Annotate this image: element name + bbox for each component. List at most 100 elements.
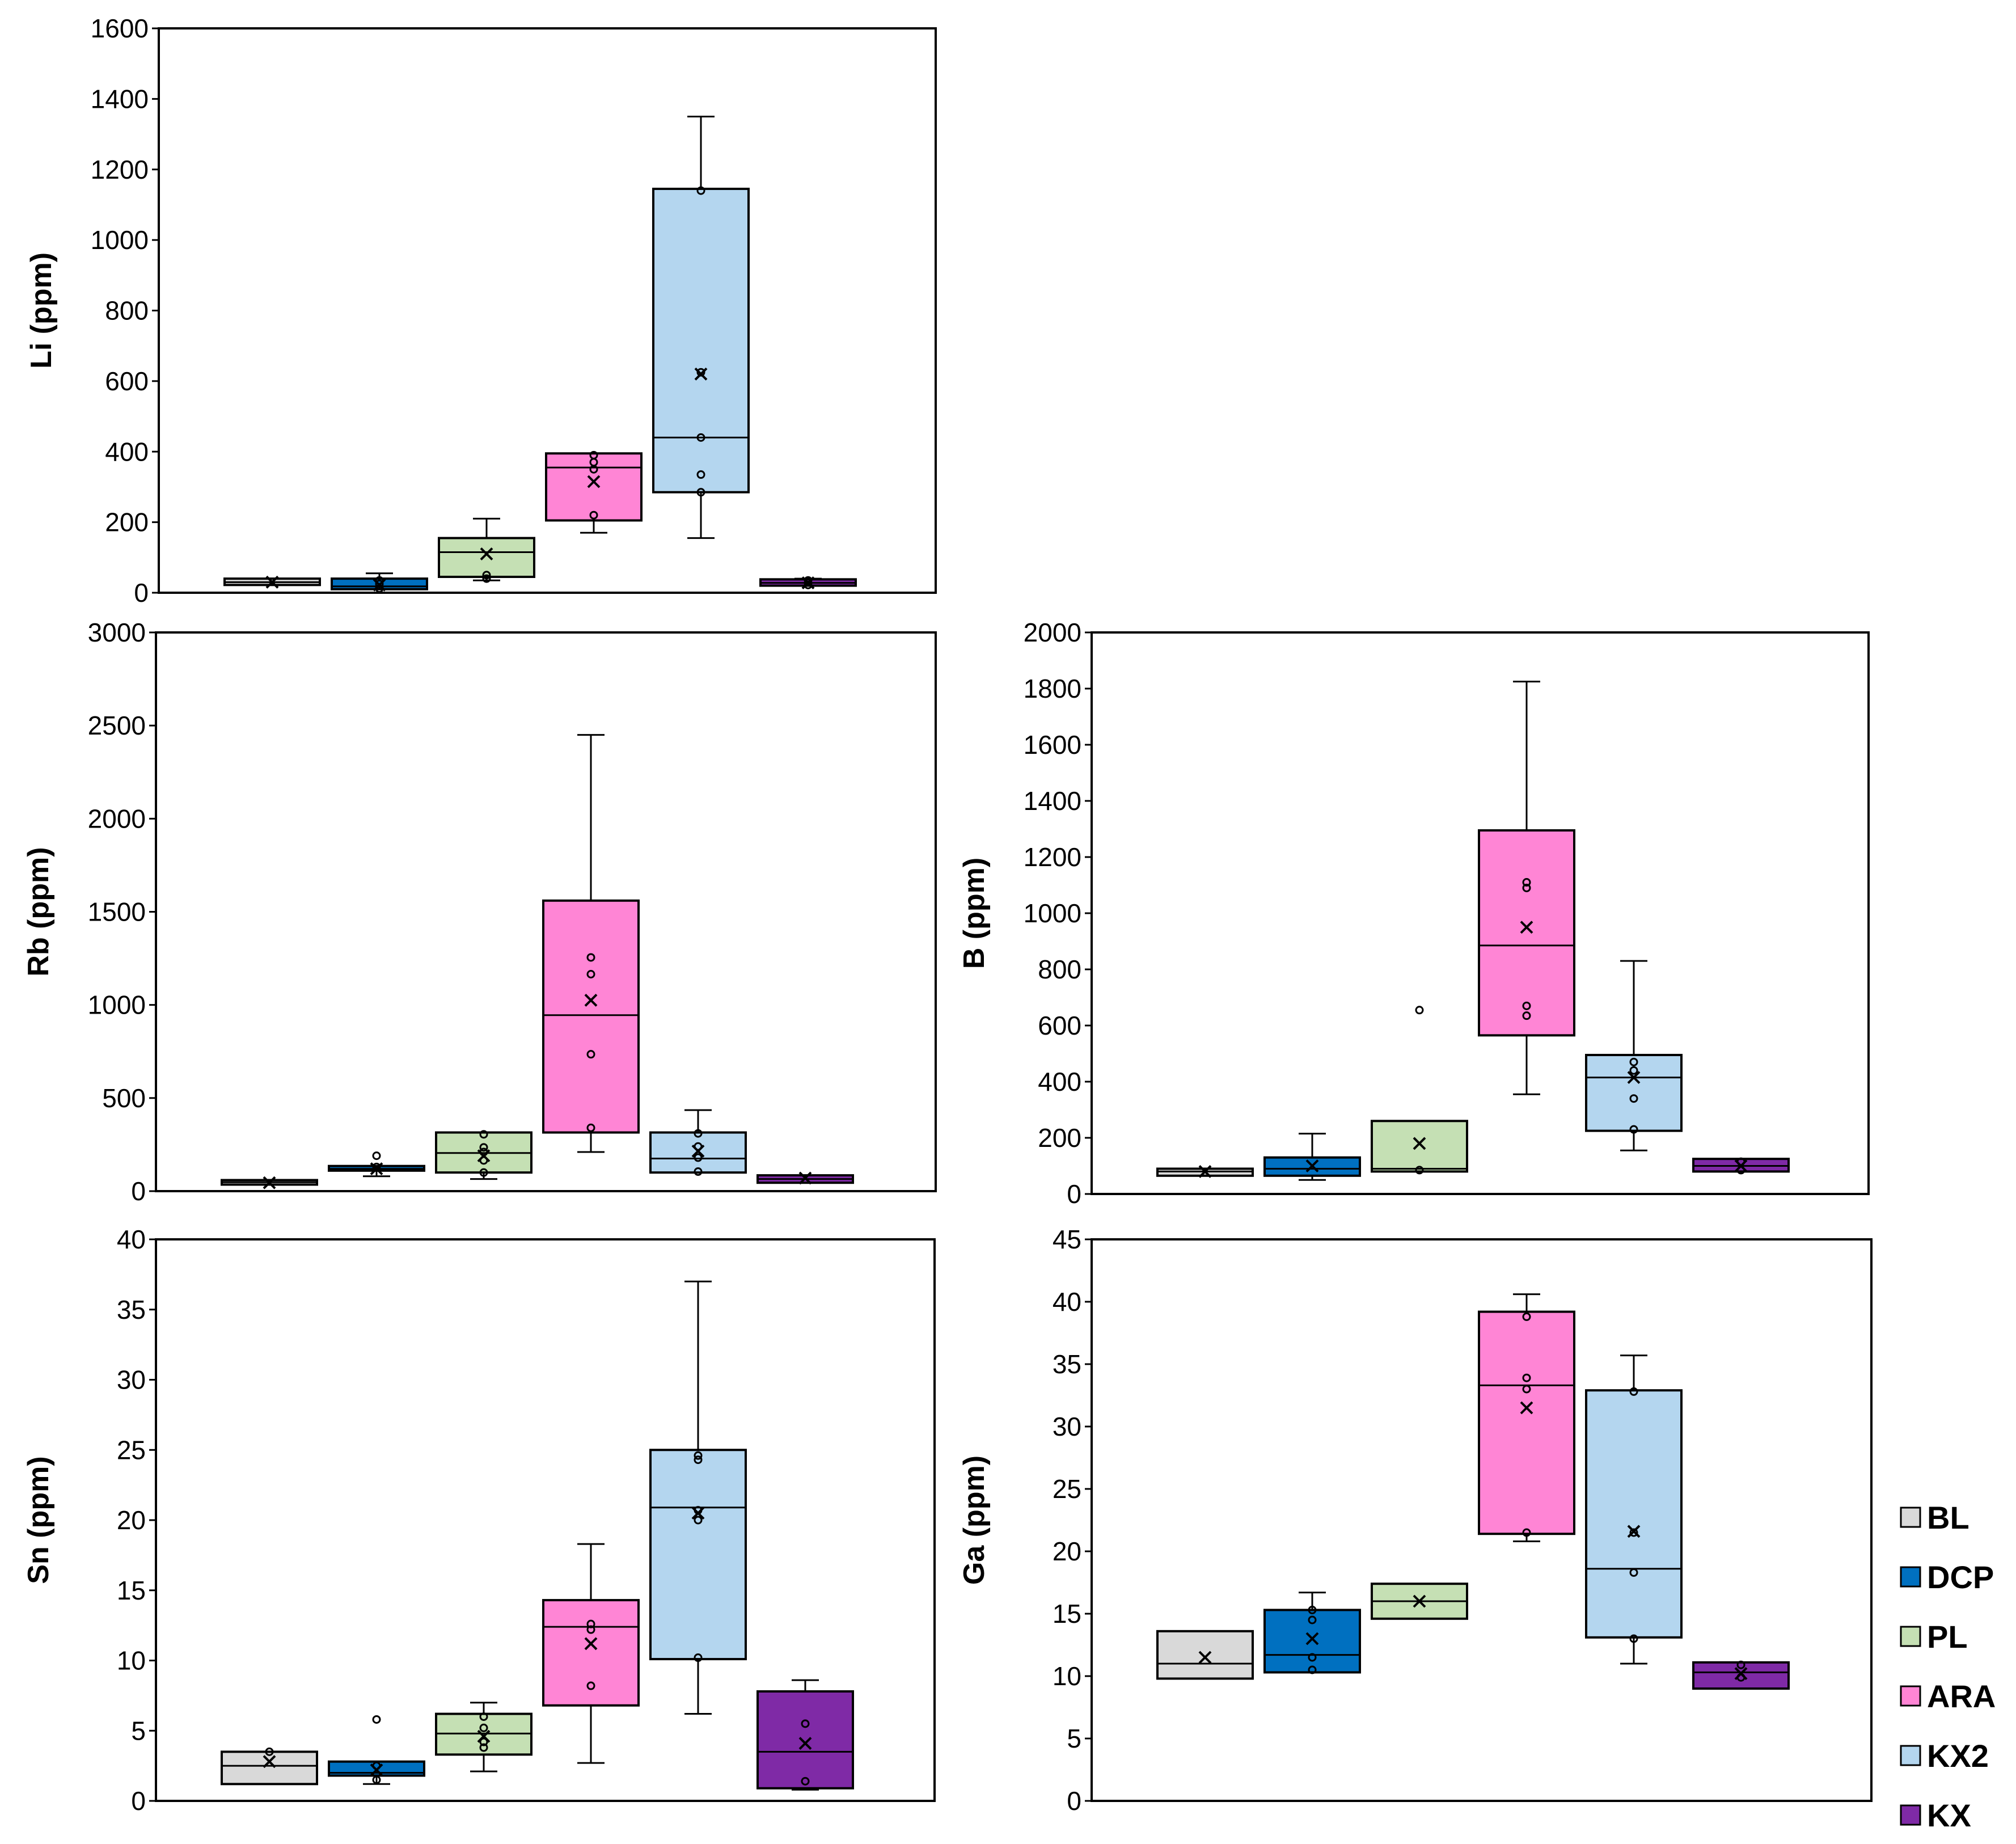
mean-marker	[1734, 1159, 1748, 1172]
data-point	[694, 1451, 703, 1460]
mean-marker	[694, 368, 708, 381]
data-point	[1629, 1528, 1638, 1537]
y-tick-label: 2000	[88, 804, 146, 833]
data-point	[589, 450, 598, 459]
mean-marker	[1413, 1137, 1426, 1150]
box-kx	[759, 576, 857, 590]
data-point	[586, 1123, 595, 1132]
mean-marker	[1627, 1525, 1641, 1538]
data-point	[696, 488, 705, 497]
data-point	[1522, 878, 1531, 887]
data-point	[1308, 1605, 1317, 1614]
data-point	[479, 1737, 488, 1746]
data-point	[479, 1712, 488, 1721]
data-point	[586, 1619, 595, 1628]
mean-marker	[691, 1507, 705, 1520]
data-point	[586, 953, 595, 962]
legend-label-bl: BL	[1927, 1500, 1969, 1535]
y-tick-label: 200	[105, 508, 149, 537]
plot-frame	[1091, 1238, 1873, 1802]
box-kx2	[1585, 960, 1683, 1151]
y-tick-label: 45	[1053, 1225, 1081, 1254]
data-point	[1522, 1312, 1531, 1321]
y-tick-label: 400	[1038, 1067, 1081, 1096]
mean-marker	[801, 576, 815, 590]
y-tick-label: 0	[1067, 1786, 1081, 1816]
mean-marker	[1520, 1401, 1533, 1415]
legend-label-kx2: KX2	[1927, 1738, 1989, 1774]
y-tick-label: 35	[117, 1295, 146, 1324]
y-tick-label: 400	[105, 437, 149, 466]
data-point	[1629, 1634, 1638, 1643]
data-point	[479, 1723, 488, 1732]
box-dcp	[328, 1151, 425, 1178]
box-bl	[221, 1747, 318, 1786]
data-point	[694, 1167, 703, 1176]
mean-marker	[691, 1144, 705, 1158]
data-point	[586, 1681, 595, 1690]
box-ara	[545, 450, 643, 534]
mean-marker	[1305, 1632, 1319, 1645]
box-iqr	[542, 899, 640, 1134]
box-dcp	[1263, 1592, 1361, 1674]
data-point	[1629, 1568, 1638, 1577]
data-point	[372, 1715, 381, 1724]
legend: BL DCP PL ARA KX2 KX	[1900, 1500, 1996, 1833]
box-pl	[435, 1702, 532, 1773]
mean-marker	[265, 575, 279, 589]
data-point	[1522, 883, 1531, 892]
y-tick-label: 0	[131, 1786, 146, 1816]
box-kx2	[652, 115, 750, 539]
mean-marker	[263, 1176, 276, 1189]
box-bl	[221, 1176, 318, 1189]
box-iqr	[649, 1449, 747, 1661]
y-tick-label: 1600	[91, 14, 149, 43]
y-tick-label: 35	[1053, 1349, 1081, 1379]
box-pl	[438, 517, 535, 583]
y-tick-label: 30	[117, 1365, 146, 1395]
data-point	[1629, 1125, 1638, 1134]
y-tick-label: 30	[1053, 1412, 1081, 1441]
data-point	[1522, 1001, 1531, 1010]
y-tick-label: 0	[134, 578, 149, 607]
y-axis-label: B (ppm)	[958, 858, 991, 969]
box-iqr	[1585, 1389, 1683, 1639]
data-point	[1308, 1615, 1317, 1624]
data-point	[1522, 1373, 1531, 1382]
y-tick-label: 1500	[88, 897, 146, 927]
y-tick-label: 5	[1067, 1724, 1081, 1753]
data-point	[1629, 1066, 1638, 1075]
box-iqr	[1371, 1120, 1468, 1173]
box-iqr	[1478, 1310, 1575, 1535]
y-tick-label: 2500	[88, 711, 146, 740]
mean-marker	[584, 1637, 598, 1651]
y-axis-label: Ga (ppm)	[958, 1455, 991, 1585]
y-tick-label: 20	[1053, 1537, 1081, 1566]
box-iqr	[221, 1750, 318, 1786]
box-pl	[435, 1130, 532, 1180]
y-tick-label: 3000	[88, 618, 146, 647]
data-point	[1629, 1387, 1638, 1396]
y-tick-label: 600	[105, 366, 149, 396]
data-point	[696, 433, 705, 442]
mean-marker	[373, 578, 386, 592]
mean-marker	[798, 1171, 812, 1185]
legend-label-dcp: DCP	[1927, 1559, 1994, 1595]
box-kx	[756, 1171, 854, 1185]
legend-swatch-kx	[1900, 1804, 1921, 1826]
box-dcp	[331, 572, 428, 593]
data-point	[372, 1151, 381, 1161]
mean-marker	[1198, 1651, 1212, 1664]
data-point	[479, 1168, 488, 1177]
y-tick-label: 1000	[88, 990, 146, 1020]
box-ara	[542, 734, 640, 1153]
y-tick-label: 200	[1038, 1123, 1081, 1153]
y-axis-label: Rb (ppm)	[22, 847, 55, 976]
chart-b: 0 200 400 600 800 1000 1200 1400 1600 1800 2000 B (…	[958, 618, 1870, 1209]
box-iqr	[1263, 1609, 1361, 1674]
data-point	[1736, 1660, 1745, 1669]
data-point	[265, 1747, 274, 1756]
data-point	[1629, 1094, 1638, 1103]
y-tick-label: 40	[117, 1225, 146, 1254]
legend-swatch-ara	[1900, 1685, 1921, 1707]
